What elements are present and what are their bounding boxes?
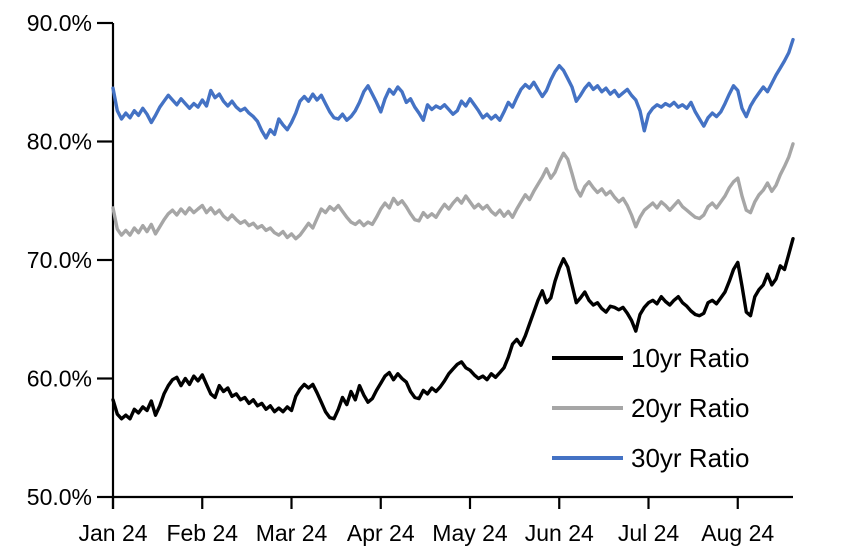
x-tick-label: Mar 24 [256,520,328,546]
legend: 10yr Ratio 20yr Ratio 30yr Ratio [552,333,750,483]
series-line-20yr-ratio [111,142,795,241]
y-tick-label: 90.0% [27,10,92,36]
series-line-30yr-ratio [111,37,795,140]
x-tick-label: Jul 24 [618,520,680,546]
x-tick-label: May 24 [432,520,508,546]
series-line-10yr-ratio [111,236,795,421]
y-tick-label: 70.0% [27,247,92,273]
x-tick-label: Apr 24 [347,520,415,546]
y-tick-label: 80.0% [27,129,92,155]
legend-label-20yr: 20yr Ratio [631,393,750,423]
legend-item-20yr-ratio: 20yr Ratio [552,383,750,433]
x-tick-label: Jun 24 [525,520,594,546]
legend-label-30yr: 30yr Ratio [631,443,750,473]
legend-item-30yr-ratio: 30yr Ratio [552,433,750,483]
x-tick-label: Jan 24 [78,520,147,546]
y-tick-label: 50.0% [27,484,92,510]
legend-line-swatch-30yr [552,456,623,460]
legend-line-swatch-10yr [552,356,623,360]
x-tick-label: Aug 24 [701,520,774,546]
x-tick-label: Feb 24 [166,520,238,546]
legend-item-10yr-ratio: 10yr Ratio [552,333,750,383]
legend-label-10yr: 10yr Ratio [631,343,750,373]
legend-line-swatch-20yr [552,406,623,410]
y-tick-label: 60.0% [27,366,92,392]
